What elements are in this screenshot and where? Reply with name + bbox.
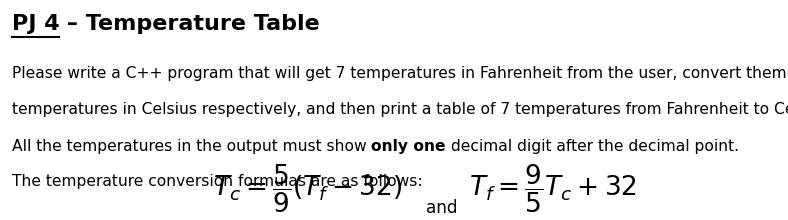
- Text: decimal digit after the decimal point.: decimal digit after the decimal point.: [446, 139, 739, 154]
- Text: – Temperature Table: – Temperature Table: [59, 14, 320, 34]
- Text: and: and: [426, 199, 457, 217]
- Text: PJ 4: PJ 4: [12, 14, 59, 34]
- Text: only one: only one: [371, 139, 446, 154]
- Text: temperatures in Celsius respectively, and then print a table of 7 temperatures f: temperatures in Celsius respectively, an…: [12, 102, 788, 117]
- Text: $T_c = \dfrac{5}{9}(T_f - 32)$: $T_c = \dfrac{5}{9}(T_f - 32)$: [213, 162, 402, 214]
- Text: $T_f = \dfrac{9}{5}T_c +32$: $T_f = \dfrac{9}{5}T_c +32$: [469, 162, 637, 214]
- Text: The temperature conversion formulas are as follows:: The temperature conversion formulas are …: [12, 174, 422, 189]
- Text: All the temperatures in the output must show: All the temperatures in the output must …: [12, 139, 371, 154]
- Text: Please write a C++ program that will get 7 temperatures in Fahrenheit from the u: Please write a C++ program that will get…: [12, 66, 788, 81]
